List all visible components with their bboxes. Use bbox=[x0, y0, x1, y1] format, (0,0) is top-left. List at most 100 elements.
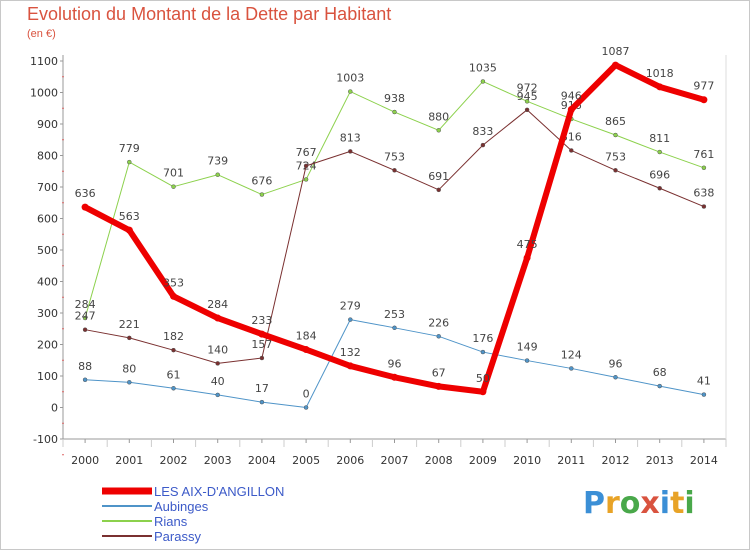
chart-subtitle: (en €) bbox=[27, 28, 56, 40]
data-point bbox=[348, 89, 353, 94]
data-point bbox=[480, 79, 486, 84]
data-label: 88 bbox=[78, 360, 92, 373]
data-point bbox=[346, 362, 354, 370]
data-label: 636 bbox=[75, 187, 96, 200]
chart-title: Evolution du Montant de la Dette par Hab… bbox=[27, 4, 392, 24]
x-tick-label: 2004 bbox=[248, 454, 276, 467]
data-point bbox=[524, 107, 530, 113]
data-point bbox=[657, 149, 662, 155]
legend-label: Parassy bbox=[154, 529, 201, 544]
x-tick-label: 2007 bbox=[381, 454, 409, 467]
data-label: 753 bbox=[605, 150, 626, 163]
data-label: 475 bbox=[517, 238, 538, 251]
data-point bbox=[524, 99, 530, 104]
logo-letter: t bbox=[670, 486, 685, 521]
data-point bbox=[569, 366, 574, 371]
data-point bbox=[170, 292, 177, 300]
data-label: 1087 bbox=[602, 45, 630, 58]
data-point bbox=[436, 187, 441, 193]
data-label: 157 bbox=[251, 338, 272, 351]
logo-letter: P bbox=[583, 486, 605, 521]
y-tick-label: 500 bbox=[37, 244, 58, 257]
data-label: 946 bbox=[561, 90, 582, 103]
proxiti-logo: Proxiti bbox=[583, 486, 695, 521]
data-label: 184 bbox=[296, 330, 317, 343]
data-label: 1018 bbox=[646, 67, 674, 80]
data-point bbox=[392, 109, 397, 115]
data-point bbox=[127, 380, 132, 385]
legend-label: Aubinges bbox=[154, 499, 209, 514]
data-label: 779 bbox=[119, 142, 140, 155]
data-point bbox=[215, 172, 220, 177]
data-label: 761 bbox=[693, 148, 714, 161]
y-tick-label: 0 bbox=[51, 402, 58, 415]
series-aubinges: 88 80 61 40 17 0 279 253 226 176 149 124 96 68 41 bbox=[78, 300, 711, 410]
data-point bbox=[613, 375, 618, 380]
data-point bbox=[303, 163, 309, 169]
logo-letter: x bbox=[640, 486, 660, 521]
data-label: 1035 bbox=[469, 61, 497, 74]
data-label: 945 bbox=[517, 90, 538, 103]
data-label: 1003 bbox=[336, 72, 364, 85]
data-point bbox=[392, 325, 397, 331]
data-label: 0 bbox=[303, 388, 310, 401]
y-tick-label: 600 bbox=[37, 213, 58, 226]
data-label: 124 bbox=[561, 348, 582, 361]
data-label: 753 bbox=[384, 150, 405, 163]
x-tick-label: 2000 bbox=[71, 454, 99, 467]
logo-letter: i bbox=[659, 486, 671, 521]
y-tick-label: 800 bbox=[37, 150, 58, 163]
data-point bbox=[171, 386, 176, 391]
data-point bbox=[303, 405, 309, 410]
data-point bbox=[127, 159, 132, 165]
logo-letter: i bbox=[684, 486, 695, 521]
data-point bbox=[613, 168, 618, 173]
data-point bbox=[259, 192, 265, 197]
data-point bbox=[127, 335, 132, 341]
data-point bbox=[391, 373, 398, 381]
y-tick-label: 300 bbox=[37, 307, 58, 320]
y-tick-label: 200 bbox=[37, 339, 58, 352]
data-point bbox=[215, 361, 220, 366]
data-point bbox=[392, 168, 397, 173]
data-point bbox=[523, 254, 531, 262]
data-label: 813 bbox=[340, 131, 361, 144]
y-tick-label: 100 bbox=[37, 370, 58, 383]
data-point bbox=[302, 346, 310, 354]
y-tick-label: 700 bbox=[37, 181, 58, 194]
logo-letter: o bbox=[619, 486, 641, 521]
data-label: 176 bbox=[472, 332, 493, 345]
x-tick-label: 2014 bbox=[690, 454, 718, 467]
data-label: 284 bbox=[207, 298, 228, 311]
data-label: 811 bbox=[649, 132, 670, 145]
logo-letter: r bbox=[605, 486, 620, 521]
data-point bbox=[435, 382, 443, 390]
data-label: 691 bbox=[428, 170, 449, 183]
data-label: 253 bbox=[384, 308, 405, 321]
x-tick-label: 2010 bbox=[513, 454, 541, 467]
data-label: 638 bbox=[693, 187, 714, 200]
data-point bbox=[701, 204, 707, 209]
data-point bbox=[569, 148, 574, 153]
x-tick-label: 2003 bbox=[204, 454, 232, 467]
data-label: 140 bbox=[207, 343, 228, 356]
data-point bbox=[259, 399, 265, 405]
data-point bbox=[171, 347, 176, 353]
data-label: 61 bbox=[167, 368, 181, 381]
x-tick-label: 2008 bbox=[425, 454, 453, 467]
data-label: 865 bbox=[605, 115, 626, 128]
y-tick-label: 1100 bbox=[30, 55, 58, 68]
data-point bbox=[656, 83, 664, 91]
data-label: 977 bbox=[693, 80, 714, 93]
data-label: 96 bbox=[609, 357, 623, 370]
data-point bbox=[258, 330, 266, 338]
data-point bbox=[701, 165, 707, 171]
data-label: 247 bbox=[75, 310, 96, 323]
x-tick-label: 2012 bbox=[602, 454, 630, 467]
series-line bbox=[84, 109, 705, 364]
data-label: 701 bbox=[163, 167, 184, 180]
data-point bbox=[215, 392, 220, 398]
data-label: 563 bbox=[119, 210, 140, 223]
